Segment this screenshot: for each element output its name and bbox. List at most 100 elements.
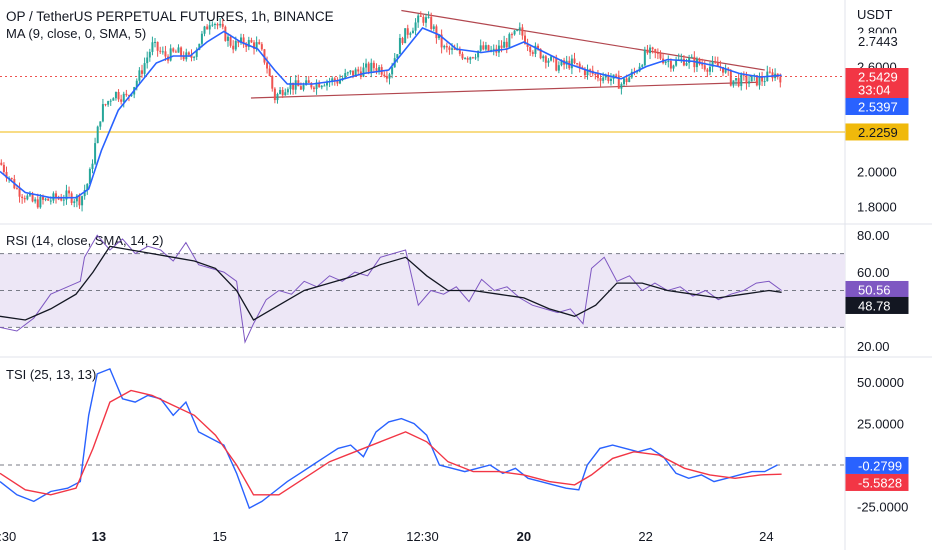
candle-body[interactable] [352, 70, 355, 76]
candle-body[interactable] [177, 47, 180, 53]
candle-body[interactable] [396, 54, 399, 59]
candle-body[interactable] [281, 90, 284, 96]
candle-body[interactable] [724, 68, 727, 73]
candle-body[interactable] [417, 15, 420, 23]
candle-body[interactable] [659, 53, 662, 59]
candle-body[interactable] [143, 63, 146, 74]
candle-body[interactable] [453, 48, 456, 50]
candle-body[interactable] [411, 30, 414, 34]
candle-body[interactable] [599, 78, 602, 81]
candle-body[interactable] [503, 41, 506, 48]
candle-body[interactable] [78, 195, 81, 206]
candle-body[interactable] [537, 45, 540, 49]
candle-body[interactable] [432, 26, 435, 29]
candle-body[interactable] [151, 42, 154, 52]
candle-body[interactable] [122, 93, 125, 102]
candle-body[interactable] [451, 48, 454, 50]
candle-body[interactable] [292, 82, 295, 90]
candle-body[interactable] [120, 99, 123, 102]
candle-body[interactable] [526, 43, 529, 47]
candle-body[interactable] [654, 49, 657, 53]
candle-body[interactable] [331, 78, 334, 81]
candle-body[interactable] [107, 101, 110, 105]
candle-body[interactable] [57, 198, 60, 200]
candle-body[interactable] [315, 82, 318, 90]
candle-body[interactable] [464, 58, 467, 60]
candle-body[interactable] [198, 43, 201, 50]
candle-body[interactable] [607, 75, 610, 82]
candle-body[interactable] [349, 70, 352, 73]
candle-body[interactable] [344, 73, 347, 78]
candle-body[interactable] [99, 121, 102, 127]
candle-body[interactable] [206, 26, 209, 30]
candle-body[interactable] [62, 199, 65, 201]
candle-body[interactable] [112, 98, 115, 101]
candle-body[interactable] [96, 126, 99, 144]
candle-body[interactable] [497, 45, 500, 53]
candle-body[interactable] [477, 50, 480, 58]
candle-body[interactable] [200, 33, 203, 44]
candle-body[interactable] [448, 47, 451, 50]
ma-line[interactable] [0, 27, 782, 199]
candle-body[interactable] [28, 193, 31, 196]
candle-body[interactable] [716, 62, 719, 67]
candle-body[interactable] [682, 58, 685, 66]
candle-body[interactable] [714, 61, 717, 63]
candle-body[interactable] [284, 92, 287, 96]
candle-body[interactable] [729, 70, 732, 86]
candle-body[interactable] [323, 85, 326, 87]
candle-body[interactable] [735, 78, 738, 81]
candle-body[interactable] [667, 60, 670, 62]
candle-body[interactable] [711, 61, 714, 67]
candle-body[interactable] [10, 178, 13, 180]
candle-body[interactable] [138, 70, 141, 81]
candle-body[interactable] [622, 78, 625, 85]
candle-body[interactable] [404, 28, 407, 44]
candle-body[interactable] [83, 190, 86, 197]
candle-body[interactable] [578, 63, 581, 68]
candle-body[interactable] [609, 78, 612, 82]
candle-body[interactable] [299, 86, 302, 90]
candle-body[interactable] [737, 78, 740, 87]
candle-body[interactable] [602, 77, 605, 81]
candle-body[interactable] [370, 62, 373, 72]
candle-body[interactable] [310, 82, 313, 88]
candle-body[interactable] [722, 66, 725, 73]
candle-body[interactable] [213, 23, 216, 25]
candle-body[interactable] [193, 56, 196, 58]
candle-body[interactable] [49, 200, 52, 202]
candle-body[interactable] [461, 53, 464, 59]
candle-body[interactable] [471, 57, 474, 59]
candle-body[interactable] [367, 63, 370, 72]
candle-body[interactable] [253, 42, 256, 49]
candle-body[interactable] [570, 58, 573, 69]
candle-body[interactable] [430, 16, 433, 29]
candle-body[interactable] [589, 69, 592, 71]
candle-body[interactable] [550, 56, 553, 61]
candle-body[interactable] [651, 47, 654, 50]
candle-body[interactable] [529, 46, 532, 53]
candle-body[interactable] [484, 45, 487, 50]
candle-body[interactable] [643, 49, 646, 66]
candle-body[interactable] [81, 196, 84, 206]
candle-body[interactable] [401, 37, 404, 44]
candle-body[interactable] [422, 16, 425, 23]
candle-body[interactable] [435, 26, 438, 39]
candle-body[interactable] [172, 48, 175, 52]
candle-body[interactable] [748, 81, 751, 84]
candle-body[interactable] [221, 23, 224, 27]
candle-body[interactable] [86, 183, 89, 191]
candle-body[interactable] [357, 69, 360, 72]
candle-body[interactable] [94, 143, 97, 164]
candle-body[interactable] [656, 52, 659, 54]
candle-body[interactable] [18, 188, 21, 197]
candle-body[interactable] [0, 162, 3, 165]
candle-body[interactable] [378, 67, 381, 71]
rsi-legend[interactable]: RSI (14, close, SMA, 14, 2) [6, 233, 164, 248]
candle-body[interactable] [258, 42, 261, 45]
candle-body[interactable] [224, 26, 227, 41]
trendline[interactable] [250, 81, 758, 99]
candle-body[interactable] [245, 44, 248, 47]
candle-body[interactable] [229, 36, 232, 46]
